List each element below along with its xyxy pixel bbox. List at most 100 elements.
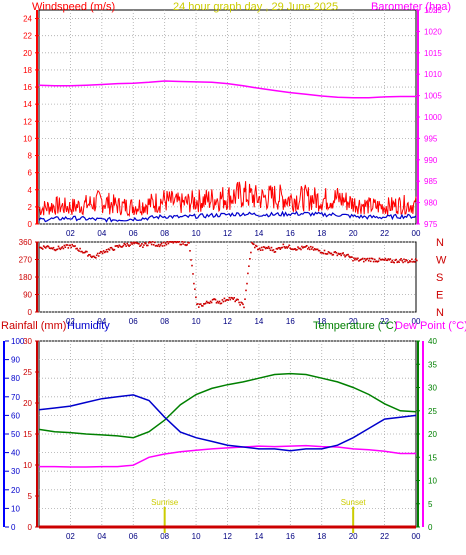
wind-direction-point [336,254,339,257]
temperature-tick-label: 0 [428,523,433,532]
wind-direction-point [136,242,138,244]
wind-direction-point [384,257,387,260]
wind-direction-point [317,249,320,252]
wind-direction-point [133,242,135,245]
wind-direction-point [391,259,394,262]
wind-direction-point [257,248,260,251]
barometer-tick-label: 990 [424,156,438,165]
wind-direction-point [156,245,159,247]
wind-direction-point [125,245,127,247]
compass-point-label: W [436,255,447,267]
wind-direction-point [359,259,361,261]
wind-direction-point [262,246,265,248]
wind-direction-point [236,298,238,301]
wind-direction-point [322,252,325,255]
wind-direction-point [228,296,231,299]
windspeed-tick-label: 14 [23,100,32,109]
wind-direction-point [139,245,141,247]
wind-direction-point [232,298,234,300]
wind-direction-point [207,301,210,304]
wind-direction-point [186,244,188,246]
wind-direction-point [313,248,316,250]
wind-direction-point [375,260,378,262]
hour-tick-label: 12 [223,317,232,326]
wind-direction-point [388,259,391,261]
direction-tick-label: 360 [19,238,33,247]
barometer-tick-label: 1005 [424,92,442,101]
wind-direction-point [308,246,310,249]
wind-direction-point [149,241,151,243]
wind-direction-point [165,243,168,246]
wind-direction-point [199,303,201,306]
wind-direction-point [331,254,334,256]
wind-direction-point [41,247,43,249]
wind-direction-point [188,242,190,244]
wind-direction-point [128,245,130,247]
wind-direction-point [54,249,57,252]
wind-direction-point [390,261,393,263]
wind-direction-point [147,244,149,247]
wind-direction-point [246,282,248,285]
wind-direction-point [167,242,170,245]
hour-tick-label: 06 [129,317,138,326]
wind-direction-point [173,241,176,243]
wind-direction-point [146,244,148,247]
wind-direction-point [170,241,173,243]
wind-direction-point [44,247,47,249]
compass-point-label: N [436,237,444,249]
wind-direction-point [256,245,258,248]
wind-direction-point [259,249,262,251]
wind-direction-point [279,248,282,250]
rainfall-axis-title: Rainfall (mm) [1,320,67,332]
wind-direction-point [344,255,346,258]
wind-direction-point [114,245,117,247]
wind-direction-point [337,252,340,255]
wind-direction-point [42,245,45,247]
windspeed-tick-label: 2 [28,203,33,212]
wind-direction-point [195,296,197,299]
wind-direction-point [398,261,400,263]
wind-direction-point [314,248,317,251]
windspeed-tick-label: 24 [23,15,32,24]
wind-direction-point [61,246,64,248]
wind-direction-point [387,258,390,260]
hour-tick-label: 20 [349,317,358,326]
wind-direction-point [154,245,157,247]
wind-direction-point [385,259,388,261]
wind-direction-point [55,248,58,251]
wind-direction-point [185,244,187,247]
windspeed-tick-label: 20 [23,49,32,58]
wind-direction-point [305,245,307,248]
wind-direction-point [301,245,303,248]
wind-direction-point [57,245,60,248]
wind-direction-point [112,249,115,251]
wind-direction-point [187,241,189,244]
wind-direction-point [164,242,167,244]
wind-direction-point [330,252,333,255]
wind-direction-point [294,248,296,250]
wind-direction-point [326,253,329,255]
wind-direction-point [96,252,99,255]
wind-direction-point [271,249,274,252]
wind-direction-point [343,254,345,256]
hour-tick-label: 02 [66,229,75,238]
wind-direction-point [328,251,331,254]
wind-direction-point [176,241,178,243]
wind-direction-point [240,301,242,304]
wind-direction-point [181,241,183,243]
wind-direction-point [248,265,250,267]
wind-direction-point [334,251,337,253]
wind-direction-point [220,302,223,305]
hour-tick-label: 00 [412,532,421,541]
wind-direction-point [399,259,401,261]
barometer-tick-label: 985 [424,177,438,186]
wind-direction-point [395,258,397,261]
hour-tick-label: 16 [286,229,295,238]
wind-direction-point [43,246,46,248]
hour-tick-label: 00 [412,317,421,326]
direction-tick-label: 270 [19,256,33,265]
wind-direction-point [129,244,131,246]
wind-direction-point [221,299,224,301]
wind-direction-point [86,250,88,253]
wind-direction-point [56,248,59,250]
